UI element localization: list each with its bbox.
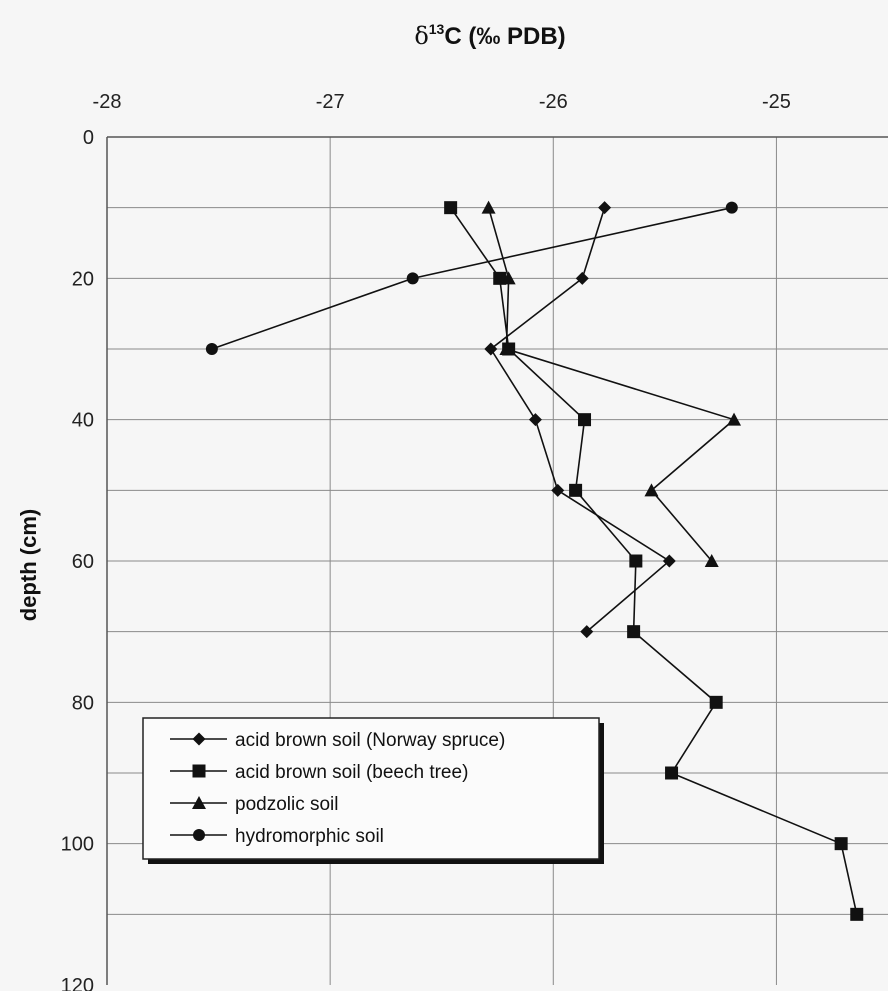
y-tick-label: 40 <box>72 410 94 432</box>
data-point-diamond <box>662 554 676 568</box>
data-point-diamond <box>580 625 594 639</box>
data-point-diamond <box>484 342 498 356</box>
x-tick-label: -28 <box>93 91 122 113</box>
data-point-diamond <box>575 271 589 285</box>
data-point-triangle <box>192 796 206 809</box>
data-point-square <box>850 907 864 921</box>
legend-label: podzolic soil <box>235 794 339 815</box>
x-tick-label: -26 <box>539 91 568 113</box>
series-2 <box>444 201 864 921</box>
data-point-circle <box>406 272 419 285</box>
data-point-triangle <box>727 412 742 426</box>
data-point-triangle <box>501 271 516 285</box>
legend-label: acid brown soil (beech tree) <box>235 762 468 783</box>
series-3 <box>481 200 742 567</box>
data-point-square <box>629 554 643 568</box>
data-point-triangle <box>481 200 496 214</box>
data-point-square <box>627 625 641 639</box>
series-1 <box>484 201 676 639</box>
data-point-square <box>709 695 723 709</box>
title-superscript: 13 <box>429 21 445 37</box>
data-point-square <box>578 413 592 427</box>
series-layer <box>205 200 864 921</box>
title-rest: C (‰ PDB) <box>444 23 565 50</box>
data-point-circle <box>193 829 205 841</box>
x-tick-label: -25 <box>762 91 791 113</box>
y-tick-label: 80 <box>72 692 94 714</box>
y-tick-label: 60 <box>72 551 94 573</box>
chart-title: δ13C (‰ PDB) <box>414 21 565 50</box>
data-point-square <box>569 483 583 497</box>
data-point-triangle <box>644 483 659 497</box>
data-point-diamond <box>551 483 565 497</box>
legend-label: acid brown soil (Norway spruce) <box>235 730 505 751</box>
data-point-square <box>493 271 507 285</box>
data-point-circle <box>205 343 218 355</box>
data-point-triangle <box>499 342 514 355</box>
series-4 <box>205 201 738 355</box>
legend: acid brown soil (Norway spruce) acid brow… <box>142 717 604 864</box>
plot-frame <box>106 136 888 985</box>
y-tick-label: 120 <box>61 975 94 991</box>
data-point-square <box>834 837 848 851</box>
data-point-circle <box>725 201 738 214</box>
y-tick-label: 20 <box>72 268 94 290</box>
data-point-diamond <box>192 732 206 746</box>
legend-entry: acid brown soil (beech tree) <box>170 762 468 783</box>
legend-entry: acid brown soil (Norway spruce) <box>170 730 505 751</box>
x-tick-labels: -28 -27 -26 -25 <box>93 91 791 113</box>
data-point-square <box>192 764 206 778</box>
legend-entry: podzolic soil <box>170 794 339 815</box>
data-point-square <box>665 766 679 780</box>
legend-label: hydromorphic soil <box>235 826 384 847</box>
y-tick-label: 100 <box>61 834 94 856</box>
y-tick-labels: 0 20 40 60 80 100 120 <box>61 127 94 991</box>
data-point-diamond <box>598 201 612 215</box>
x-tick-label: -27 <box>316 91 345 113</box>
data-point-diamond <box>528 413 542 427</box>
series-line <box>487 207 736 562</box>
y-tick-label: 0 <box>83 127 94 149</box>
legend-entry: hydromorphic soil <box>170 826 384 847</box>
y-axis-title: depth (cm) <box>16 509 41 621</box>
data-point-square <box>444 201 458 215</box>
title-delta: δ <box>414 22 428 50</box>
data-point-triangle <box>704 554 719 567</box>
